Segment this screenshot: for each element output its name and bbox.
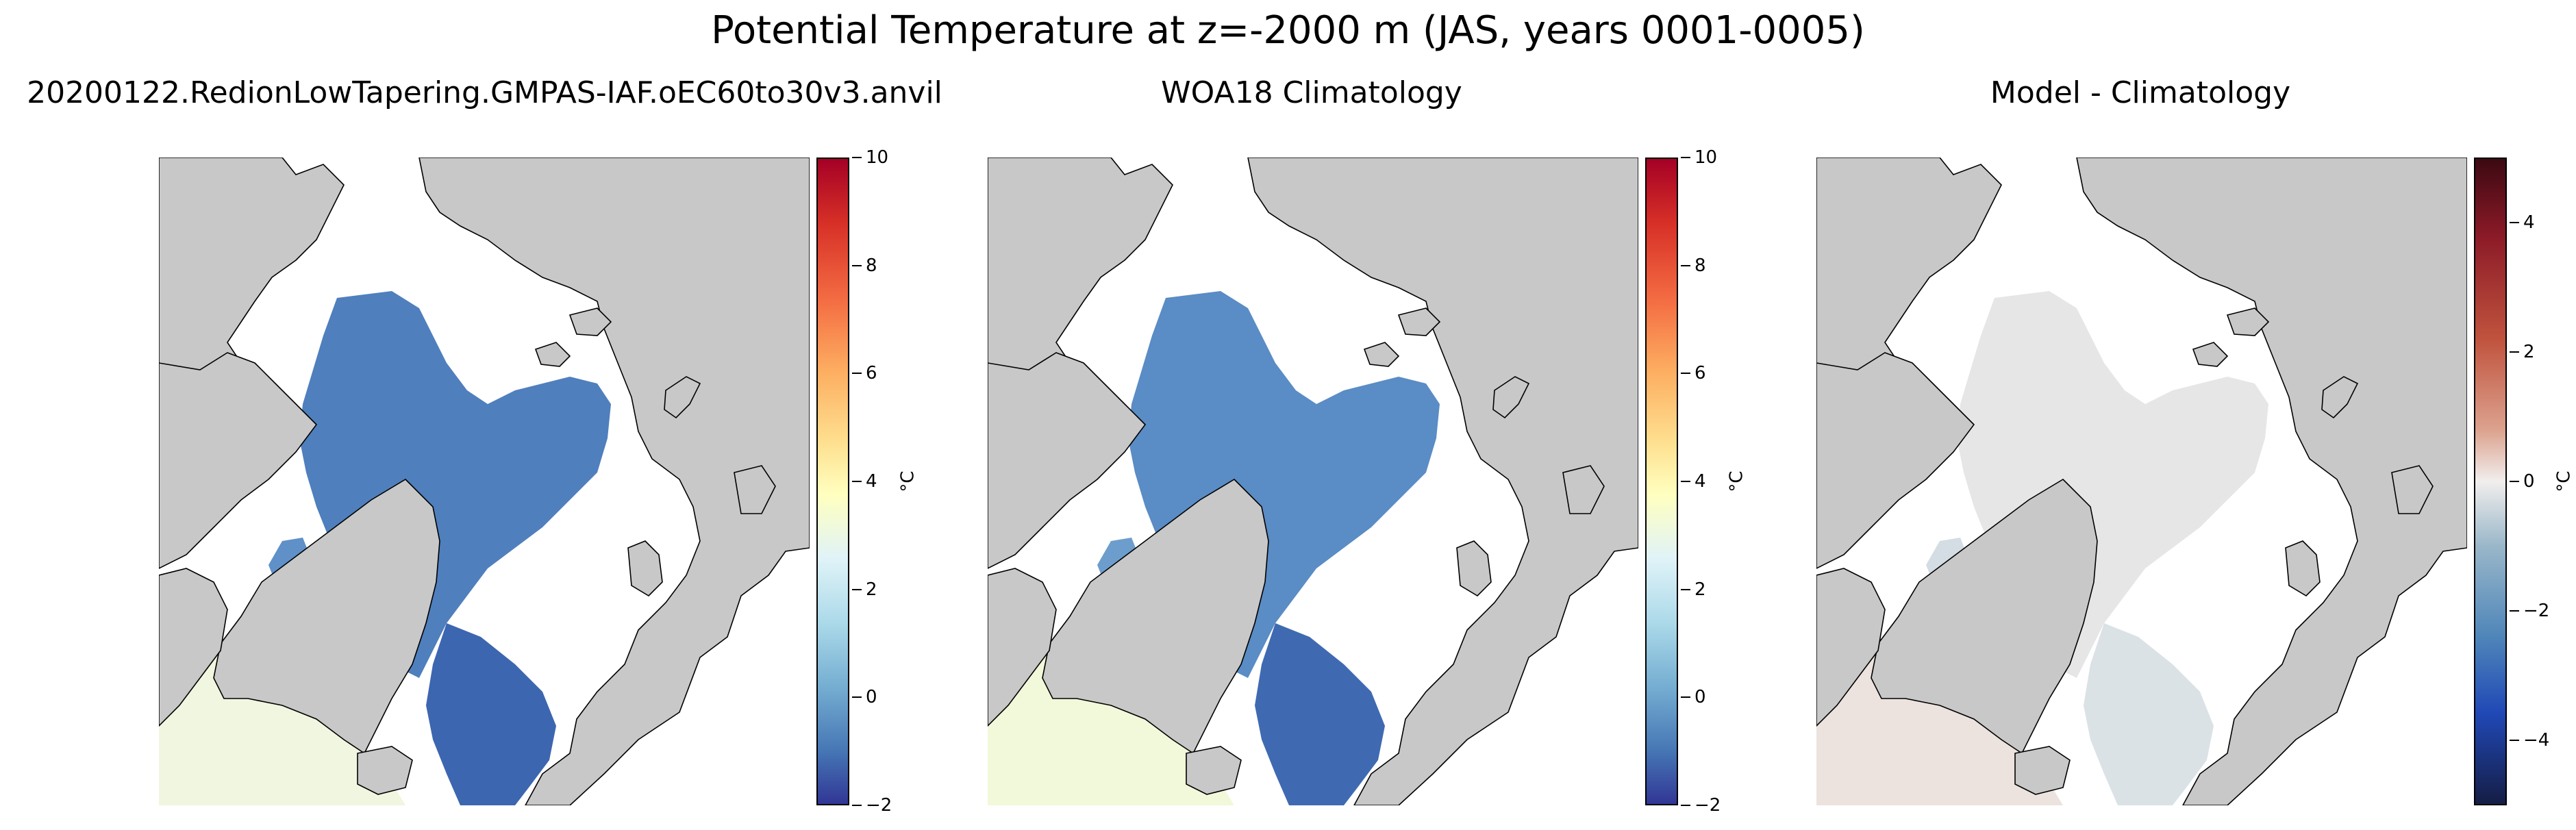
land-franz-josef	[534, 342, 571, 367]
colorbar-tick	[852, 264, 862, 266]
colorbar-tick	[1681, 481, 1690, 482]
colorbar-gradient	[816, 158, 849, 805]
colorbar-tick	[1681, 157, 1690, 158]
colorbar-diff: 4 2 0 −2 −4	[2474, 158, 2549, 805]
land-novaya-zemlya	[2321, 376, 2359, 419]
colorbar-tick-label: 0	[1695, 687, 1706, 708]
land-scandinavia-east	[1562, 465, 1605, 514]
colorbar-unit-diff: °C	[2553, 470, 2575, 492]
colorbar-tick	[2510, 351, 2519, 353]
colorbar-tick	[2510, 740, 2519, 742]
land-eurasia	[1247, 158, 1638, 805]
colorbar-tick-label: 8	[866, 255, 877, 276]
colorbar-obs: 10 8 6 4 2 0 −2	[1645, 147, 1721, 816]
colorbar-tick-label: 2	[866, 579, 877, 600]
land-svalbard	[627, 540, 663, 597]
land-greenland	[1042, 478, 1269, 755]
land-severnaya	[1397, 307, 1441, 336]
land-scandinavia-east	[2391, 465, 2434, 514]
land-canadian-archipelago	[1816, 352, 1975, 569]
colorbar-tick	[1681, 588, 1690, 590]
colorbar-tick-label: 6	[1695, 363, 1706, 384]
land-eurasia	[2076, 158, 2467, 805]
colorbar-tick-label: 8	[1695, 255, 1706, 276]
colorbar-tick-label: 4	[1695, 471, 1706, 492]
colorbar-tick-label: 6	[866, 363, 877, 384]
map-panel-obs	[988, 158, 1638, 805]
colorbar-tick-label: 10	[866, 147, 889, 168]
panel-title-diff: Model - Climatology	[1990, 75, 2291, 110]
land-svalbard	[2285, 540, 2321, 597]
colorbar-tick	[1681, 373, 1690, 375]
land-iceland	[357, 746, 413, 795]
field-nordic-seas	[2084, 623, 2214, 805]
land-franz-josef	[2192, 342, 2229, 367]
panel-title-model: 20200122.RedionLowTapering.GMPAS-IAF.oEC…	[27, 75, 942, 110]
land-canadian-archipelago	[988, 352, 1147, 569]
colorbar-gradient	[2474, 158, 2507, 805]
land-severnaya	[2226, 307, 2270, 336]
land-novaya-zemlya	[1492, 376, 1530, 419]
field-nordic-seas	[426, 623, 556, 805]
land-baffin	[1816, 568, 1886, 727]
colorbar-tick-label: 4	[866, 471, 877, 492]
colorbar-tick-label: −2	[2523, 601, 2550, 622]
land-baffin	[988, 568, 1057, 727]
colorbar-model: 10 8 6 4 2 0 −2	[816, 147, 892, 816]
land-svalbard	[1456, 540, 1492, 597]
colorbar-tick	[852, 588, 862, 590]
land-scandinavia-east	[734, 465, 776, 514]
land-greenland	[1871, 478, 2098, 755]
map-panel-model	[159, 158, 810, 805]
colorbar-gradient	[1645, 158, 1678, 805]
land-canadian-archipelago	[159, 352, 318, 569]
colorbar-tick	[852, 481, 862, 482]
colorbar-tick-label: 0	[866, 687, 877, 708]
colorbar-tick-label: −2	[866, 795, 892, 816]
colorbar-tick	[1681, 696, 1690, 699]
colorbar-tick-label: 10	[1695, 147, 1718, 168]
colorbar-tick-label: −4	[2523, 730, 2550, 751]
colorbar-tick-label: 2	[1695, 579, 1706, 600]
colorbar-tick	[852, 696, 862, 699]
colorbar-tick-label: 0	[2523, 471, 2535, 492]
land-greenland	[213, 478, 440, 755]
land-novaya-zemlya	[664, 376, 701, 419]
panel-title-obs: WOA18 Climatology	[1161, 75, 1462, 110]
colorbar-tick	[1681, 264, 1690, 266]
land-franz-josef	[1363, 342, 1400, 367]
colorbar-tick	[852, 373, 862, 375]
colorbar-tick	[2510, 221, 2519, 223]
colorbar-tick	[2510, 481, 2519, 482]
map-panel-diff	[1816, 158, 2467, 805]
colorbar-tick	[852, 805, 862, 806]
colorbar-unit-obs: °C	[1726, 470, 1747, 492]
figure-title: Potential Temperature at z=-2000 m (JAS,…	[711, 8, 1865, 53]
land-iceland	[2014, 746, 2071, 795]
colorbar-tick-label: −2	[1695, 795, 1721, 816]
colorbar-tick-label: 2	[2523, 341, 2535, 362]
land-iceland	[1186, 746, 1242, 795]
land-baffin	[159, 568, 228, 727]
colorbar-tick	[1681, 805, 1690, 806]
land-severnaya	[568, 307, 612, 336]
colorbar-tick	[852, 157, 862, 158]
colorbar-tick-label: 4	[2523, 212, 2535, 233]
colorbar-unit-model: °C	[897, 470, 918, 492]
colorbar-tick	[2510, 610, 2519, 612]
field-nordic-seas	[1255, 623, 1385, 805]
land-eurasia	[418, 158, 810, 805]
